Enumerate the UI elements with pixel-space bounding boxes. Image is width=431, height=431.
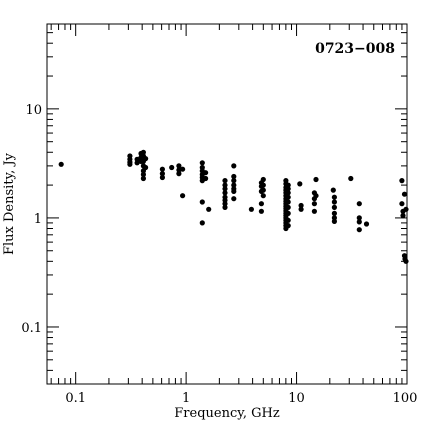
data-point — [203, 175, 209, 182]
y-tick-label: 10 — [25, 103, 42, 118]
tick-labels: 0.1 1 10 100 0.1 1 10 — [21, 103, 417, 406]
data-point — [356, 219, 362, 225]
data-point — [231, 196, 237, 202]
data-point — [285, 199, 291, 205]
data-point — [313, 193, 319, 199]
data-point — [140, 175, 146, 182]
data-point — [311, 208, 317, 214]
data-point — [399, 201, 405, 207]
data-point — [260, 193, 266, 199]
data-point — [231, 188, 237, 194]
data-point — [203, 170, 209, 176]
data-point — [260, 187, 266, 193]
data-point — [285, 210, 291, 216]
data-point — [140, 149, 146, 155]
data-point — [180, 193, 186, 199]
axis-ticks — [47, 23, 408, 385]
data-point — [356, 215, 362, 221]
data-point — [403, 206, 409, 212]
data-point — [311, 201, 317, 207]
data-point — [298, 206, 304, 212]
data-point — [297, 181, 303, 187]
data-point — [199, 220, 205, 226]
x-tick-label: 0.1 — [65, 391, 86, 406]
x-tick-label: 10 — [288, 391, 305, 406]
data-point — [401, 191, 408, 197]
data-point — [331, 210, 337, 216]
data-point — [285, 217, 291, 223]
data-point — [231, 178, 237, 184]
data-point — [159, 174, 165, 181]
y-tick-label: 0.1 — [21, 321, 42, 336]
x-tick-label: 100 — [393, 391, 418, 406]
data-point — [363, 221, 370, 227]
data-point — [331, 204, 337, 210]
data-point — [298, 202, 304, 209]
data-point — [231, 182, 237, 188]
data-point — [180, 166, 186, 172]
data-point — [222, 178, 228, 184]
data-point — [176, 163, 182, 169]
data-point — [331, 199, 337, 205]
data-point — [58, 161, 64, 167]
data-point — [248, 206, 254, 212]
data-point — [260, 176, 266, 183]
plot-frame — [46, 23, 408, 385]
y-axis-label: Flux Density, Jy — [2, 152, 17, 255]
data-point — [260, 182, 266, 188]
data-point — [222, 204, 228, 210]
data-point — [400, 213, 406, 219]
data-point — [169, 164, 175, 171]
data-point — [285, 186, 291, 192]
data-point — [258, 201, 264, 207]
chart-title: 0723−008 — [315, 41, 395, 57]
data-point — [206, 206, 212, 212]
data-point — [356, 227, 362, 233]
data-points — [58, 149, 409, 264]
data-point — [127, 161, 133, 167]
data-point — [222, 201, 228, 207]
data-point — [222, 186, 228, 192]
data-point — [285, 190, 291, 196]
data-point — [331, 194, 337, 200]
data-point — [222, 190, 228, 196]
data-point — [330, 187, 336, 193]
data-point — [403, 258, 409, 264]
data-point — [159, 166, 165, 172]
data-point — [199, 160, 205, 166]
data-point — [285, 182, 291, 188]
data-point — [176, 171, 182, 177]
data-point — [140, 171, 146, 178]
data-point — [285, 194, 291, 200]
data-point — [258, 208, 264, 214]
data-point — [143, 164, 149, 171]
x-tick-label: 1 — [182, 391, 190, 406]
data-point — [143, 156, 149, 162]
data-point — [231, 173, 237, 180]
data-point — [313, 176, 319, 183]
data-point — [285, 204, 291, 210]
y-tick-label: 1 — [34, 212, 42, 227]
data-point — [348, 175, 354, 182]
data-point — [134, 160, 140, 166]
data-point — [399, 178, 405, 184]
data-point — [356, 201, 362, 207]
data-point — [231, 163, 237, 169]
data-point — [331, 218, 337, 224]
x-axis-label: Frequency, GHz — [174, 406, 280, 421]
data-point — [285, 223, 291, 229]
data-point — [199, 199, 205, 205]
data-point — [159, 171, 165, 177]
data-point — [222, 182, 228, 188]
